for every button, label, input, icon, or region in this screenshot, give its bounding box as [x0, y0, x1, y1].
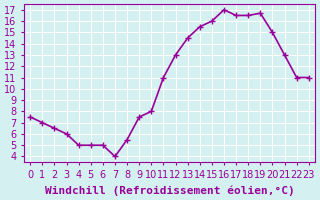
- X-axis label: Windchill (Refroidissement éolien,°C): Windchill (Refroidissement éolien,°C): [44, 185, 294, 196]
